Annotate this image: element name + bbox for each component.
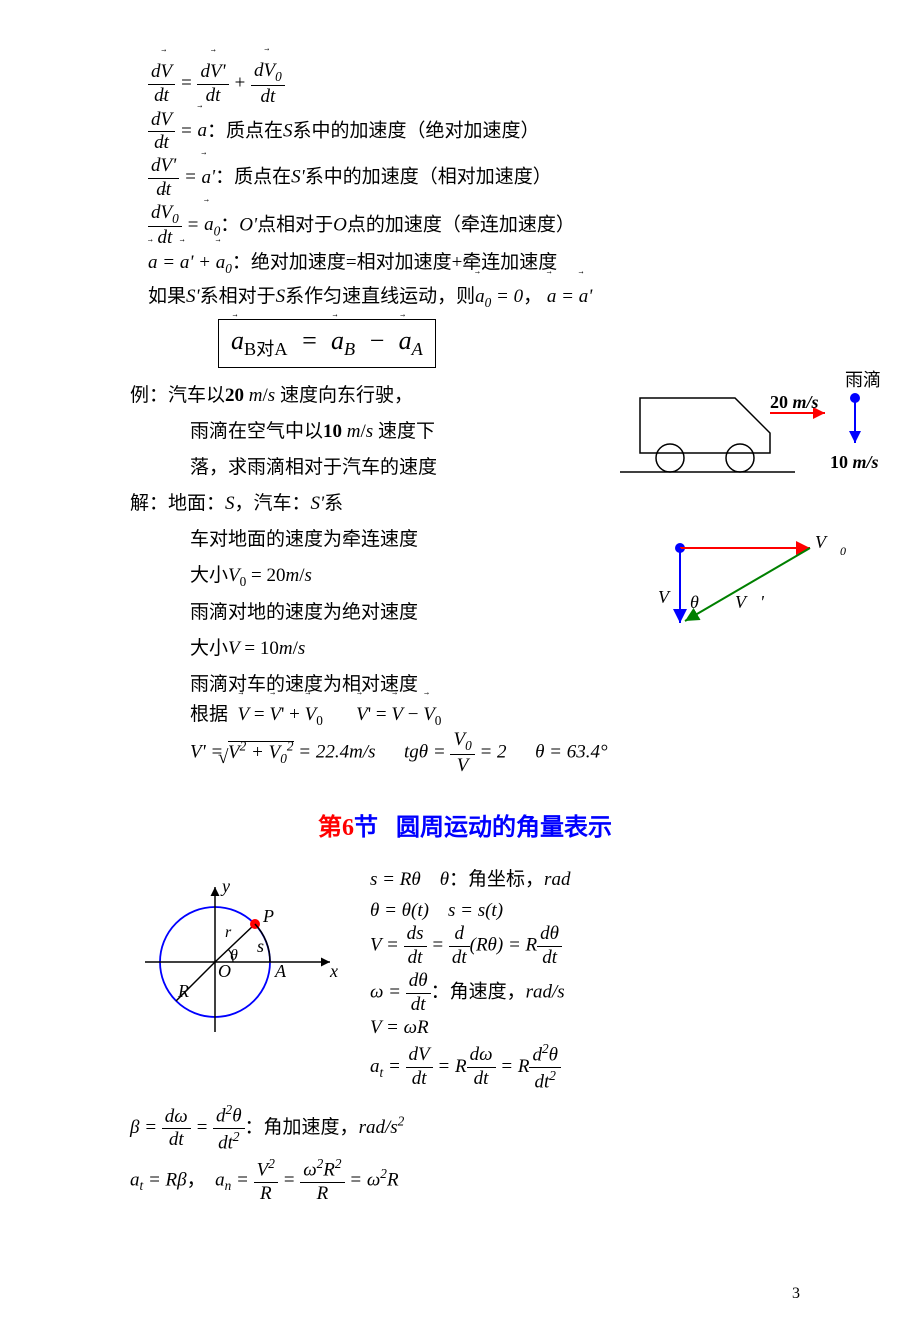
solution-result: V' = √V2 + V02 = 22.4m/s tgθ = V0V = 2 θ… [190, 729, 800, 778]
solution-line1: 解：地面：S，汽车：S'系 [130, 486, 800, 522]
eq-accel-sum: a⃗ = a⃗' + a⃗0：绝对加速度=相对加速度+牵连加速度 [148, 250, 800, 278]
svg-text:θ: θ [230, 947, 238, 964]
svg-text:P: P [262, 906, 274, 926]
svg-text:V⃗': V⃗' [735, 592, 765, 612]
eq-abs-accel: dV⃗dt = a⃗：质点在S系中的加速度（绝对加速度） [148, 109, 800, 156]
eq-drag-accel: dV⃗0dt = a⃗0：O'点相对于O点的加速度（牵连加速度） [148, 202, 800, 251]
svg-text:O: O [218, 961, 231, 981]
svg-text:x: x [329, 961, 338, 981]
solution-line7: 根据 V⃗ = V⃗' + V⃗0 V⃗' = V⃗ − V⃗0 [190, 703, 800, 729]
section-title: 第6节 圆周运动的角量表示 [130, 807, 800, 842]
svg-text:R: R [177, 981, 189, 1001]
eq-uniform-motion: 如果S'系相对于S系作匀速直线运动，则a⃗0 = 0， a⃗ = a⃗' [148, 279, 800, 315]
svg-text:A: A [274, 961, 287, 981]
eq-rel-accel: dV⃗'dt = a⃗'：质点在S'系中的加速度（相对加速度） [148, 155, 800, 202]
physics-page: dV⃗dt = dV⃗'dt + dV⃗0dt dV⃗dt = a⃗：质点在S系… [0, 0, 920, 1333]
page-number: 3 [792, 1285, 800, 1303]
svg-text:10 m/s: 10 m/s [830, 452, 879, 472]
svg-text:y: y [220, 876, 230, 896]
svg-text:r⃗: r⃗ [225, 924, 244, 941]
derivation-block: dV⃗dt = dV⃗'dt + dV⃗0dt dV⃗dt = a⃗：质点在S系… [148, 60, 800, 368]
svg-text:20 m/s: 20 m/s [770, 392, 819, 412]
example-block: 雨滴 20 m/s 10 m/s 例：汽车以20 m/s 速度向东行驶， 雨滴在… [130, 378, 800, 777]
circular-equations: s = Rθ θ：角坐标，rad θ = θ(t) s = s(t) V = d… [370, 862, 570, 1094]
rain-label: 雨滴 [845, 370, 881, 390]
eq-dv-dt: dV⃗dt = dV⃗'dt + dV⃗0dt [148, 60, 800, 109]
svg-text:s: s [257, 936, 264, 956]
svg-text:θ: θ [690, 592, 699, 612]
svg-text:V⃗0: V⃗0 [815, 532, 846, 558]
circle-diagram: y x P r⃗ s θ O A R [130, 862, 360, 1062]
circular-motion-block: y x P r⃗ s θ O A R s = Rθ θ：角坐标，rad θ = … [130, 862, 800, 1094]
solution-line6: 雨滴对车的速度为相对速度 [190, 667, 800, 703]
car-diagram: 雨滴 20 m/s 10 m/s [620, 368, 900, 488]
svg-text:V⃗: V⃗ [658, 587, 683, 607]
boxed-formula: a⃗B对A = a⃗B − a⃗A [218, 319, 800, 368]
vector-triangle-diagram: V⃗0 V⃗ V⃗' θ [650, 528, 850, 638]
circular-bottom-equations: β = dωdt = d2θdt2：角加速度，rad/s2 at = Rβ， a… [130, 1102, 800, 1205]
